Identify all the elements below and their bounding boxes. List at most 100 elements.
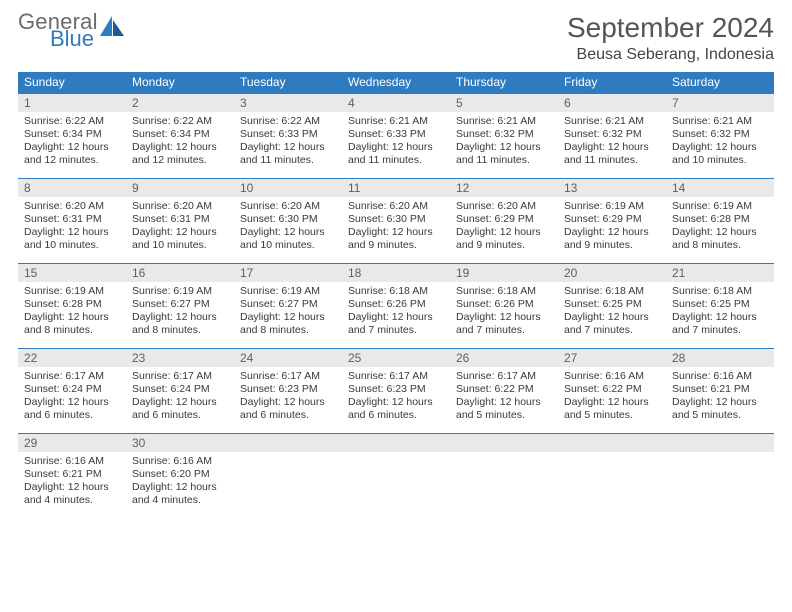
sunset-line: Sunset: 6:28 PM	[672, 213, 768, 226]
sunrise-line: Sunrise: 6:21 AM	[564, 115, 660, 128]
day-cell: Sunrise: 6:22 AMSunset: 6:34 PMDaylight:…	[18, 112, 126, 178]
daynum: 20	[558, 264, 666, 282]
week-4-cells: Sunrise: 6:16 AMSunset: 6:21 PMDaylight:…	[18, 452, 774, 518]
daylight-line: Daylight: 12 hours and 4 minutes.	[24, 481, 120, 507]
daynum: 3	[234, 94, 342, 112]
daylight-line: Daylight: 12 hours and 5 minutes.	[564, 396, 660, 422]
day-cell: Sunrise: 6:16 AMSunset: 6:20 PMDaylight:…	[126, 452, 234, 518]
sunrise-line: Sunrise: 6:17 AM	[24, 370, 120, 383]
sunset-line: Sunset: 6:22 PM	[564, 383, 660, 396]
daynum: 8	[18, 179, 126, 197]
day-cell: Sunrise: 6:18 AMSunset: 6:26 PMDaylight:…	[450, 282, 558, 348]
daynum: 4	[342, 94, 450, 112]
daylight-line: Daylight: 12 hours and 10 minutes.	[24, 226, 120, 252]
sunrise-line: Sunrise: 6:17 AM	[132, 370, 228, 383]
logo-text: General Blue	[18, 12, 98, 50]
sunset-line: Sunset: 6:33 PM	[348, 128, 444, 141]
week-0-cells: Sunrise: 6:22 AMSunset: 6:34 PMDaylight:…	[18, 112, 774, 178]
day-cell: Sunrise: 6:20 AMSunset: 6:30 PMDaylight:…	[342, 197, 450, 263]
day-cell	[450, 452, 558, 518]
daylight-line: Daylight: 12 hours and 6 minutes.	[24, 396, 120, 422]
daynum: 23	[126, 349, 234, 367]
daynum: 6	[558, 94, 666, 112]
sunset-line: Sunset: 6:33 PM	[240, 128, 336, 141]
sunrise-line: Sunrise: 6:21 AM	[672, 115, 768, 128]
day-cell: Sunrise: 6:21 AMSunset: 6:32 PMDaylight:…	[666, 112, 774, 178]
dow-monday: Monday	[126, 72, 234, 93]
day-cell: Sunrise: 6:22 AMSunset: 6:34 PMDaylight:…	[126, 112, 234, 178]
sunrise-line: Sunrise: 6:19 AM	[24, 285, 120, 298]
sunset-line: Sunset: 6:34 PM	[132, 128, 228, 141]
sail-icon	[98, 14, 126, 45]
daylight-line: Daylight: 12 hours and 12 minutes.	[132, 141, 228, 167]
daylight-line: Daylight: 12 hours and 4 minutes.	[132, 481, 228, 507]
daylight-line: Daylight: 12 hours and 8 minutes.	[240, 311, 336, 337]
sunset-line: Sunset: 6:30 PM	[348, 213, 444, 226]
sunset-line: Sunset: 6:24 PM	[132, 383, 228, 396]
daylight-line: Daylight: 12 hours and 9 minutes.	[456, 226, 552, 252]
daylight-line: Daylight: 12 hours and 9 minutes.	[348, 226, 444, 252]
sunset-line: Sunset: 6:27 PM	[240, 298, 336, 311]
daynum: 30	[126, 434, 234, 452]
daynum	[450, 434, 558, 452]
sunset-line: Sunset: 6:25 PM	[672, 298, 768, 311]
title-block: September 2024 Beusa Seberang, Indonesia	[567, 12, 774, 64]
dow-saturday: Saturday	[666, 72, 774, 93]
sunrise-line: Sunrise: 6:20 AM	[240, 200, 336, 213]
sunset-line: Sunset: 6:32 PM	[564, 128, 660, 141]
sunrise-line: Sunrise: 6:22 AM	[240, 115, 336, 128]
dow-sunday: Sunday	[18, 72, 126, 93]
dow-row: SundayMondayTuesdayWednesdayThursdayFrid…	[18, 72, 774, 93]
sunset-line: Sunset: 6:26 PM	[348, 298, 444, 311]
day-cell: Sunrise: 6:19 AMSunset: 6:27 PMDaylight:…	[234, 282, 342, 348]
daynum: 13	[558, 179, 666, 197]
day-cell: Sunrise: 6:21 AMSunset: 6:33 PMDaylight:…	[342, 112, 450, 178]
daylight-line: Daylight: 12 hours and 10 minutes.	[672, 141, 768, 167]
sunrise-line: Sunrise: 6:17 AM	[456, 370, 552, 383]
daynum: 5	[450, 94, 558, 112]
sunrise-line: Sunrise: 6:19 AM	[132, 285, 228, 298]
sunset-line: Sunset: 6:32 PM	[672, 128, 768, 141]
day-cell	[234, 452, 342, 518]
daynum	[342, 434, 450, 452]
dow-thursday: Thursday	[450, 72, 558, 93]
sunrise-line: Sunrise: 6:16 AM	[564, 370, 660, 383]
sunset-line: Sunset: 6:29 PM	[456, 213, 552, 226]
sunrise-line: Sunrise: 6:20 AM	[132, 200, 228, 213]
week-2-daynums: 15161718192021	[18, 263, 774, 282]
daynum: 29	[18, 434, 126, 452]
sunrise-line: Sunrise: 6:21 AM	[456, 115, 552, 128]
sunset-line: Sunset: 6:24 PM	[24, 383, 120, 396]
sunset-line: Sunset: 6:31 PM	[24, 213, 120, 226]
week-4-daynums: 2930	[18, 433, 774, 452]
day-cell: Sunrise: 6:20 AMSunset: 6:30 PMDaylight:…	[234, 197, 342, 263]
daylight-line: Daylight: 12 hours and 12 minutes.	[24, 141, 120, 167]
day-cell: Sunrise: 6:20 AMSunset: 6:31 PMDaylight:…	[18, 197, 126, 263]
daynum: 25	[342, 349, 450, 367]
sunrise-line: Sunrise: 6:20 AM	[24, 200, 120, 213]
logo: General Blue	[18, 12, 126, 50]
daylight-line: Daylight: 12 hours and 8 minutes.	[24, 311, 120, 337]
weeks-container: 1234567Sunrise: 6:22 AMSunset: 6:34 PMDa…	[18, 93, 774, 518]
day-cell: Sunrise: 6:17 AMSunset: 6:24 PMDaylight:…	[126, 367, 234, 433]
daynum	[234, 434, 342, 452]
sunset-line: Sunset: 6:26 PM	[456, 298, 552, 311]
sunrise-line: Sunrise: 6:18 AM	[564, 285, 660, 298]
sunset-line: Sunset: 6:25 PM	[564, 298, 660, 311]
day-cell	[342, 452, 450, 518]
day-cell: Sunrise: 6:19 AMSunset: 6:28 PMDaylight:…	[666, 197, 774, 263]
day-cell: Sunrise: 6:19 AMSunset: 6:27 PMDaylight:…	[126, 282, 234, 348]
day-cell: Sunrise: 6:16 AMSunset: 6:22 PMDaylight:…	[558, 367, 666, 433]
sunrise-line: Sunrise: 6:19 AM	[672, 200, 768, 213]
daylight-line: Daylight: 12 hours and 8 minutes.	[132, 311, 228, 337]
sunset-line: Sunset: 6:23 PM	[348, 383, 444, 396]
daylight-line: Daylight: 12 hours and 5 minutes.	[672, 396, 768, 422]
sunrise-line: Sunrise: 6:21 AM	[348, 115, 444, 128]
dow-friday: Friday	[558, 72, 666, 93]
daylight-line: Daylight: 12 hours and 7 minutes.	[348, 311, 444, 337]
day-cell	[558, 452, 666, 518]
sunrise-line: Sunrise: 6:16 AM	[132, 455, 228, 468]
header: General Blue September 2024 Beusa Sebera…	[18, 12, 774, 64]
sunrise-line: Sunrise: 6:17 AM	[348, 370, 444, 383]
daylight-line: Daylight: 12 hours and 11 minutes.	[240, 141, 336, 167]
